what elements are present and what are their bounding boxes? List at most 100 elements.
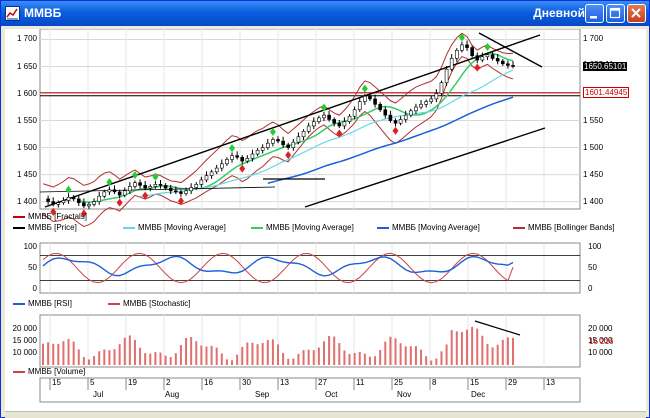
- candle-body: [490, 54, 495, 59]
- candle-body: [286, 144, 291, 148]
- legend-ma-green[interactable]: ММВБ [Moving Average]: [251, 223, 354, 232]
- level-price-tag: 1601.44945: [583, 87, 630, 98]
- chart-app-icon: [5, 6, 20, 21]
- close-button[interactable]: [627, 4, 646, 23]
- month-label: Sep: [255, 390, 270, 399]
- candle-body: [112, 189, 117, 193]
- minimize-button[interactable]: [585, 4, 604, 23]
- candle-body: [332, 119, 336, 124]
- candle-body: [455, 49, 459, 59]
- volume-bar: [460, 332, 463, 365]
- oscillator-legend: ММВБ [RSI] ММВБ [Stochastic]: [13, 299, 413, 311]
- volume-bar: [486, 343, 489, 365]
- month-label: Nov: [397, 390, 412, 399]
- candle-body: [220, 163, 224, 169]
- fractal-down-marker: [142, 191, 149, 200]
- volume-bar: [93, 356, 96, 365]
- oscillator-tick-right: 100: [588, 242, 602, 251]
- legend-rsi[interactable]: ММВБ [RSI]: [13, 299, 72, 308]
- last-price-tag: 1650.65101: [583, 62, 628, 71]
- legend-ma-blue[interactable]: ММВБ [Moving Average]: [377, 223, 480, 232]
- candle-body: [107, 189, 112, 193]
- day-label: 11: [356, 378, 365, 387]
- candle-body: [500, 60, 505, 65]
- volume-bar: [368, 356, 371, 365]
- volume-bar: [179, 344, 182, 365]
- volume-bar: [292, 358, 295, 365]
- candle-body: [138, 182, 142, 186]
- price-tick-left: 1 700: [16, 34, 37, 44]
- price-tick-left: 1 550: [16, 115, 37, 125]
- candle-body: [271, 139, 275, 144]
- candle-body: [439, 82, 444, 94]
- volume-bar: [154, 352, 157, 365]
- volume-bar: [389, 336, 392, 365]
- trend-lines: [39, 32, 546, 208]
- volume-bar: [144, 353, 147, 365]
- volume-bar: [169, 357, 172, 365]
- candle-body: [388, 114, 393, 121]
- legend-volume[interactable]: ММВБ [Volume]: [13, 367, 85, 376]
- legend-stochastic[interactable]: ММВБ [Stochastic]: [108, 299, 191, 308]
- candle-body: [429, 98, 434, 102]
- legend-bollinger[interactable]: ММВБ [Bollinger Bands]: [513, 223, 615, 232]
- candle-body: [92, 201, 96, 205]
- volume-bar: [435, 358, 438, 365]
- legend-fractals[interactable]: ММВБ [Fractals]: [13, 212, 87, 221]
- candle-body: [368, 95, 372, 100]
- candle-body: [143, 185, 147, 189]
- volume-bar: [185, 338, 188, 365]
- candle-body: [209, 171, 214, 176]
- fractal-up-marker: [229, 144, 236, 153]
- moving-average-cyan: [140, 69, 514, 198]
- horizontal-scrollbar[interactable]: [5, 411, 646, 418]
- legend-price[interactable]: ММВБ [Price]: [13, 223, 77, 232]
- volume-bar: [312, 350, 315, 365]
- candle-body: [373, 98, 377, 105]
- candle-body: [235, 155, 239, 158]
- volume-bar: [108, 350, 111, 365]
- volume-bar: [363, 353, 366, 365]
- fractal-down-marker: [336, 129, 343, 138]
- fractal-down-marker: [116, 198, 123, 207]
- candle-body: [56, 202, 61, 205]
- volume-bar: [409, 346, 412, 365]
- maximize-button[interactable]: [606, 4, 625, 23]
- candle-body: [199, 179, 204, 185]
- candle-body: [122, 190, 127, 196]
- volume-bar: [200, 345, 203, 365]
- fractal-up-marker: [484, 43, 491, 52]
- candle-body: [46, 198, 50, 202]
- chart-canvas[interactable]: [5, 29, 646, 411]
- candle-body: [403, 114, 408, 120]
- candle-body: [214, 167, 219, 173]
- volume-bar: [52, 343, 55, 365]
- candle-body: [475, 55, 480, 61]
- volume-bar: [62, 341, 65, 365]
- day-label: 19: [128, 378, 137, 387]
- candle-body: [511, 65, 515, 67]
- month-label: Dec: [471, 390, 486, 399]
- candle-body: [117, 191, 122, 196]
- volume-bar: [271, 339, 274, 365]
- price-tick-right: 1 450: [583, 169, 604, 179]
- title-bar[interactable]: ММВБ Дневной: [1, 1, 649, 26]
- volume-bar: [220, 353, 223, 365]
- volume-bar: [404, 346, 407, 365]
- legend-ma-cyan[interactable]: ММВБ [Moving Average]: [123, 223, 226, 232]
- fractal-up-marker: [320, 103, 327, 112]
- oscillator-tick-right: 50: [588, 263, 597, 272]
- candle-body: [97, 195, 101, 202]
- day-label: 30: [242, 378, 251, 387]
- volume-bar: [225, 359, 228, 365]
- volume-bar: [231, 360, 234, 365]
- volume-tick-left: 15 000: [12, 335, 37, 345]
- fractal-down-marker: [392, 126, 399, 135]
- volume-bar: [496, 344, 499, 365]
- candle-body: [352, 109, 357, 117]
- volume-bar: [57, 343, 60, 365]
- candle-body: [163, 185, 168, 189]
- candle-body: [378, 104, 382, 111]
- volume-bar: [287, 358, 290, 365]
- volume-bar: [353, 352, 356, 365]
